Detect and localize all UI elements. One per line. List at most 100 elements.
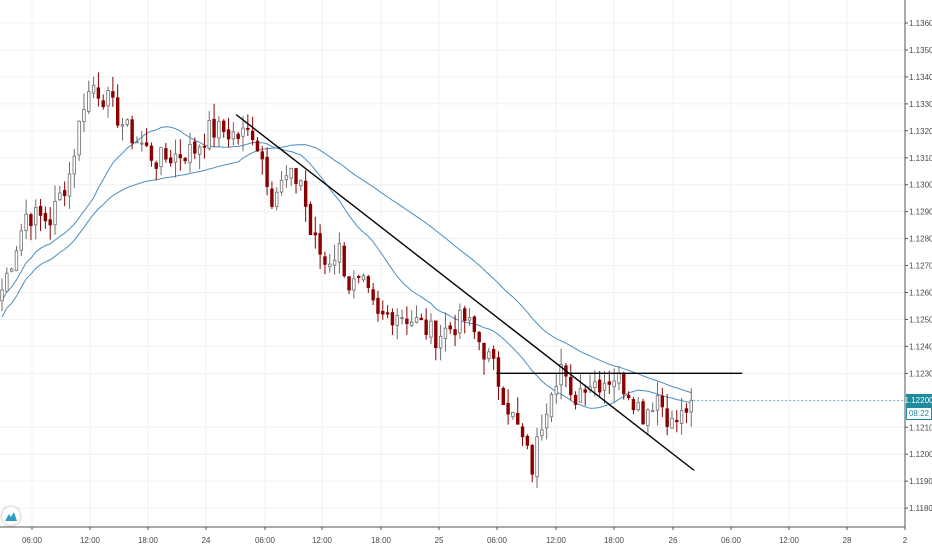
candle-body — [207, 120, 211, 149]
candle-body — [125, 119, 130, 125]
candle-body — [9, 268, 14, 272]
candle-body — [385, 312, 390, 315]
tradingview-logo-icon[interactable] — [2, 507, 20, 525]
candle-body — [82, 109, 86, 122]
candle-body — [438, 335, 443, 349]
candle-body — [482, 342, 486, 360]
candle-body — [188, 143, 192, 164]
price-axis-label: 1.12600 — [909, 289, 932, 298]
candle-body — [222, 120, 226, 132]
candle-body — [371, 289, 375, 301]
candle-body — [381, 310, 385, 315]
candle-body — [294, 168, 298, 184]
candle-body — [62, 190, 67, 197]
price-axis-label: 1.12500 — [909, 315, 932, 324]
candle-body — [299, 180, 303, 187]
candle-body — [501, 388, 505, 406]
candle-body — [409, 321, 414, 326]
candle-body — [67, 173, 72, 197]
candle-body — [356, 276, 361, 278]
candle-body — [38, 205, 43, 216]
grid-lines — [0, 0, 906, 527]
time-axis-label: 06:00 — [721, 536, 742, 545]
time-axis-label: 24 — [202, 536, 211, 545]
candle-body — [540, 429, 544, 437]
price-axis-label: 1.12800 — [909, 235, 932, 244]
candle-body — [670, 417, 674, 429]
candle-body — [29, 214, 33, 227]
candle-body — [641, 401, 645, 425]
candle-body — [569, 376, 573, 396]
price-axis-label: 1.13200 — [909, 127, 932, 136]
candle-body — [43, 212, 48, 222]
candle-body — [458, 309, 462, 334]
candle-body — [617, 373, 621, 384]
candle-body — [265, 156, 269, 187]
candle-body — [279, 179, 284, 193]
candle-body — [636, 402, 640, 411]
candle-body — [53, 201, 57, 226]
candle-body — [140, 142, 144, 145]
time-axis-label: 26 — [669, 536, 678, 545]
candle-body — [660, 395, 665, 408]
candle-body — [434, 320, 438, 348]
candle-body — [144, 142, 149, 146]
candle-body — [342, 245, 346, 277]
candle-body — [496, 357, 501, 387]
candle-body — [231, 131, 236, 140]
candle-body — [173, 153, 178, 163]
candle-body — [491, 349, 496, 359]
candle-body — [405, 318, 409, 325]
time-axis-label: 06:00 — [487, 536, 508, 545]
candle-body — [395, 315, 399, 326]
candle-body — [284, 175, 289, 181]
price-axis-label: 1.12300 — [909, 369, 932, 378]
candle-body — [111, 91, 115, 98]
time-axis-label: 28 — [843, 536, 852, 545]
price-axis-label: 1.13000 — [909, 181, 932, 190]
candle-body — [631, 399, 636, 411]
candle-body — [101, 100, 105, 108]
last-price-label: 1.12200 — [904, 394, 932, 408]
candle-body — [212, 118, 216, 138]
candle-body — [352, 278, 356, 291]
price-axis-label: 1.12400 — [909, 342, 932, 351]
candle-body — [5, 272, 9, 292]
candle-body — [96, 87, 101, 99]
candle-body — [168, 157, 173, 164]
descending-trendline[interactable] — [235, 114, 695, 471]
candle-body — [106, 90, 110, 107]
candle-body — [472, 316, 477, 333]
candle-body — [583, 389, 587, 393]
candle-body — [675, 419, 679, 423]
candle-body — [689, 399, 693, 413]
candle-body — [651, 410, 655, 413]
candle-body — [414, 317, 419, 323]
candle-body — [250, 130, 255, 141]
candle-body — [544, 413, 549, 429]
candle-body — [77, 120, 81, 156]
candle-body — [559, 363, 563, 386]
candle-body — [337, 243, 342, 263]
bar-countdown-label: 08:22 — [906, 407, 932, 421]
candle-body — [376, 297, 380, 314]
candle-body — [178, 154, 183, 159]
candle-body — [202, 145, 207, 148]
candle-body — [390, 312, 395, 326]
candle-body — [549, 393, 554, 418]
candle-body — [72, 155, 76, 175]
candle-body — [34, 206, 38, 226]
candle-body — [135, 141, 139, 144]
moving-average-lines — [1, 126, 692, 409]
time-axis-label: 12:00 — [80, 536, 101, 545]
candle-body — [236, 133, 240, 139]
drawing-tools[interactable] — [235, 114, 743, 471]
candle-body — [361, 275, 366, 281]
candle-body — [525, 435, 530, 446]
candle-body — [684, 408, 689, 413]
candle-body — [400, 317, 404, 319]
price-axis-label: 1.12100 — [909, 423, 932, 432]
